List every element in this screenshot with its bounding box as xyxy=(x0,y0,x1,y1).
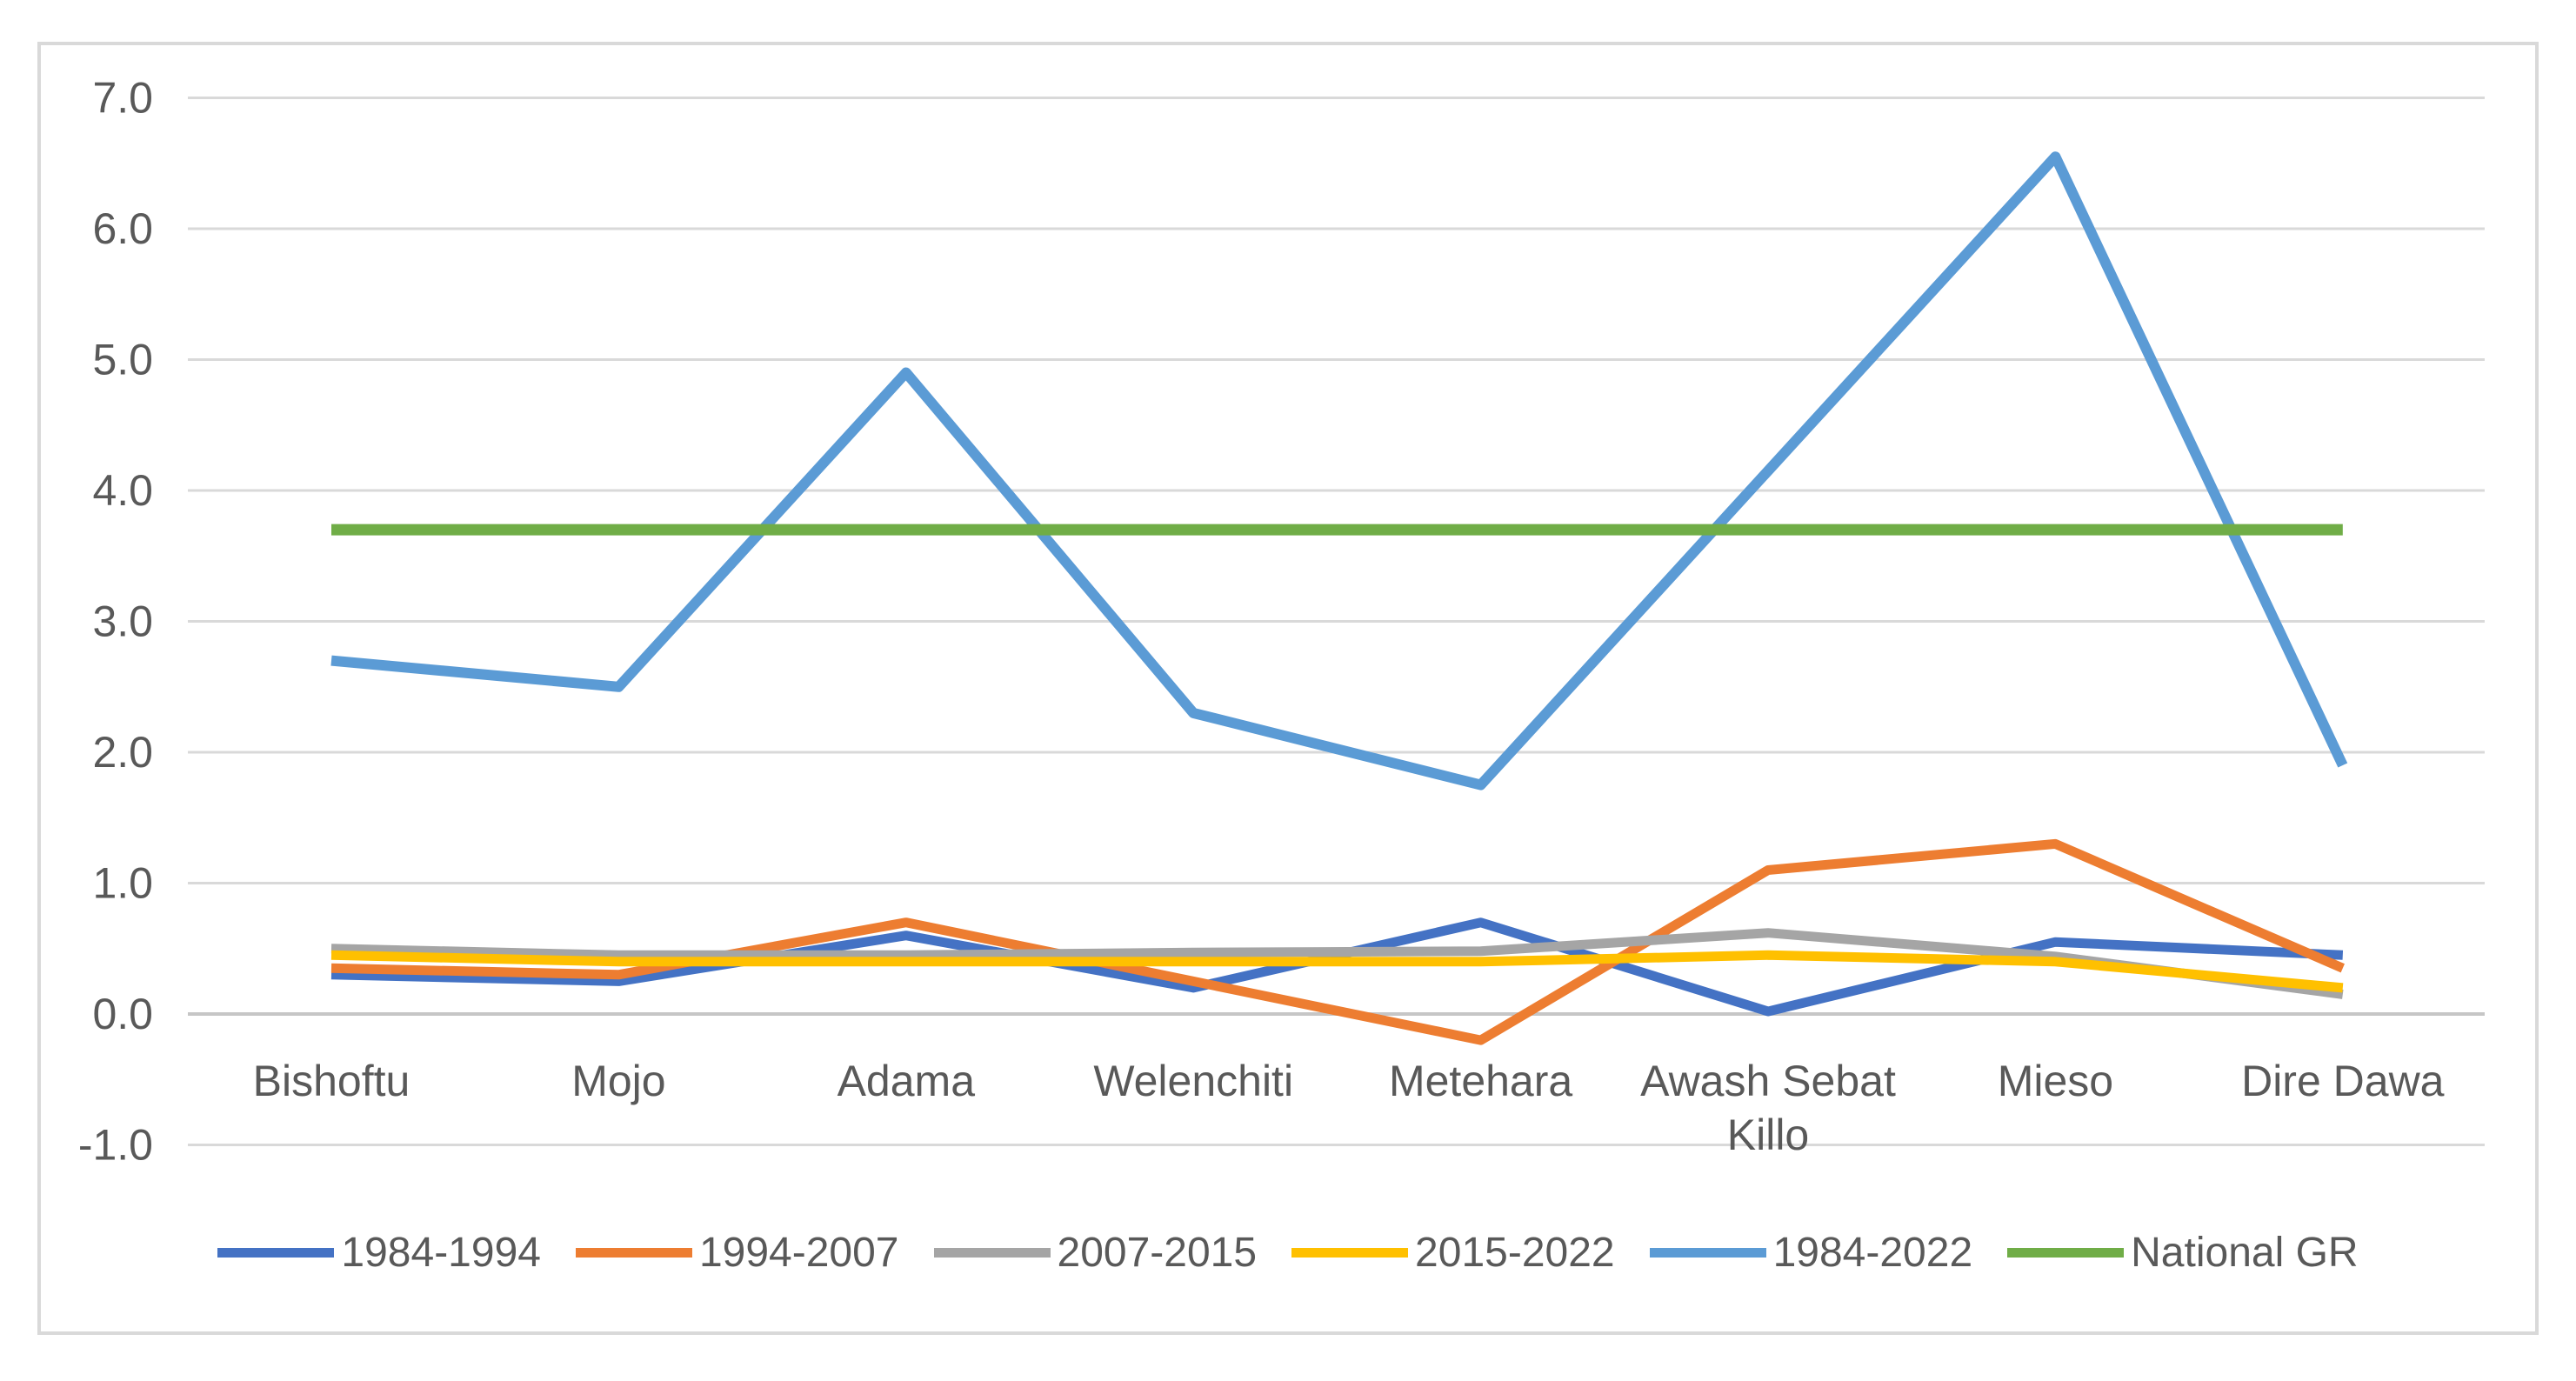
legend-label: 1984-2022 xyxy=(1772,1229,1973,1276)
series-line-2007-2015 xyxy=(330,928,2344,999)
series-line-1984-1994 xyxy=(330,917,2344,1017)
x-axis-category-label: Killo xyxy=(1727,1111,1809,1159)
y-axis-tick-label: 3.0 xyxy=(92,597,153,646)
legend-item-1984-1994: 1984-1994 xyxy=(217,1229,541,1277)
y-axis-tick-label: -1.0 xyxy=(78,1121,153,1170)
x-axis-category-label: Adama xyxy=(838,1057,976,1105)
series-line-1984-2022 xyxy=(330,151,2348,791)
x-axis-category-label: Dire Dawa xyxy=(2241,1057,2445,1105)
legend-item-1984-2022: 1984-2022 xyxy=(1649,1229,1973,1277)
x-axis-category-label: Mojo xyxy=(571,1057,665,1105)
legend-line-swatch xyxy=(933,1247,1051,1258)
legend-item-national-gr: National GR xyxy=(2007,1229,2359,1277)
y-axis-tick-label: 2.0 xyxy=(92,728,153,777)
y-axis-tick-label: 5.0 xyxy=(92,336,153,384)
legend-label: National GR xyxy=(2131,1229,2359,1276)
legend-label: 1994-2007 xyxy=(698,1229,899,1276)
legend-line-swatch xyxy=(217,1247,335,1258)
legend-label: 2007-2015 xyxy=(1057,1229,1258,1276)
x-axis-category-label: Awash Sebat xyxy=(1640,1057,1896,1105)
series-line-2015-2022 xyxy=(330,950,2344,993)
legend-line-swatch xyxy=(575,1247,692,1258)
legend-item-2007-2015: 2007-2015 xyxy=(933,1229,1258,1277)
legend-label: 2015-2022 xyxy=(1415,1229,1615,1276)
legend-item-1994-2007: 1994-2007 xyxy=(575,1229,899,1277)
x-axis-category-label: Metehara xyxy=(1389,1057,1572,1105)
chart-frame xyxy=(37,42,2539,1335)
x-axis-category-label: Mieso xyxy=(1998,1057,2113,1105)
legend-item-2015-2022: 2015-2022 xyxy=(1291,1229,1615,1277)
y-axis-tick-label: 1.0 xyxy=(92,859,153,908)
legend-label: 1984-1994 xyxy=(341,1229,541,1276)
y-axis-tick-label: 4.0 xyxy=(92,466,153,515)
legend-line-swatch xyxy=(1291,1247,1409,1258)
x-axis-category-label: Bishoftu xyxy=(253,1057,410,1105)
x-axis-category-label: Welenchiti xyxy=(1093,1057,1293,1105)
chart-legend: 1984-1994 1994-2007 2007-2015 2015-2022 1984… xyxy=(0,1222,2576,1283)
y-axis-tick-label: 6.0 xyxy=(92,204,153,253)
legend-line-swatch xyxy=(2007,1247,2125,1258)
y-axis-tick-label: 7.0 xyxy=(92,74,153,123)
legend-line-swatch xyxy=(1649,1247,1766,1258)
y-axis-tick-label: 0.0 xyxy=(92,990,153,1038)
